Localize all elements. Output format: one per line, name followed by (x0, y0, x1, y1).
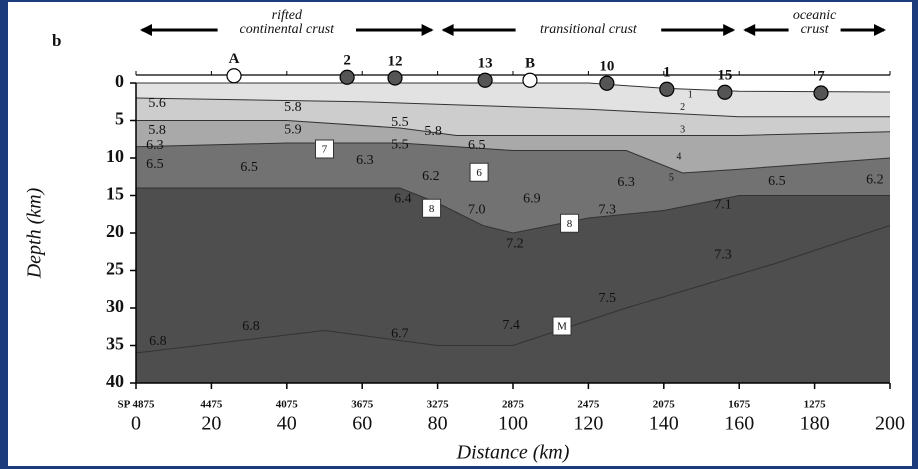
station-label: 12 (387, 53, 402, 69)
x-tick-label: 60 (352, 413, 372, 435)
velocity-label: 5.6 (148, 96, 166, 111)
shotpoint-label: 2075 (653, 399, 676, 411)
station-label: 1 (663, 65, 671, 81)
velocity-label: 6.7 (391, 326, 409, 341)
x-tick-label: 100 (498, 413, 528, 435)
station-label: A (229, 51, 240, 67)
station-label: 7 (817, 68, 825, 84)
velocity-label: 6.5 (768, 174, 786, 189)
x-tick-label: 0 (131, 413, 141, 435)
layer-number: 4 (676, 152, 681, 163)
velocity-label: 6.3 (617, 175, 635, 190)
layer-number: 1 (688, 89, 693, 100)
station (388, 71, 402, 85)
station-label: 2 (343, 53, 351, 69)
chart: b Distance (km) Depth (km) 0510152025303… (0, 0, 918, 469)
y-tick-label: 25 (106, 259, 124, 279)
velocity-label: 5.5 (391, 137, 409, 152)
velocity-label: 7.3 (714, 248, 732, 263)
velocity-label: 5.8 (148, 123, 166, 138)
velocity-label: 6.5 (146, 157, 164, 172)
y-tick-label: 5 (115, 109, 124, 129)
layer-box-label: 6 (476, 167, 482, 179)
shotpoint-label: SP 4875 (118, 399, 155, 411)
x-tick-label: 40 (277, 413, 297, 435)
shotpoint-label: 4075 (276, 399, 299, 411)
y-tick-label: 30 (106, 296, 124, 316)
station (340, 70, 354, 84)
zone-label: continental crust (240, 22, 336, 37)
velocity-label: 6.9 (523, 191, 541, 206)
station-label: 13 (478, 56, 493, 72)
layer-number: 3 (680, 125, 685, 136)
layer-box-label: M (557, 321, 567, 333)
velocity-label: 7.4 (502, 318, 520, 333)
station (478, 73, 492, 87)
velocity-label: 5.9 (284, 122, 302, 137)
velocity-label: 6.3 (356, 153, 374, 168)
station (600, 76, 614, 90)
velocity-label: 6.4 (394, 191, 412, 206)
velocity-label: 7.5 (599, 291, 617, 306)
velocity-label: 6.2 (866, 173, 884, 188)
station (227, 69, 241, 83)
velocity-label: 6.8 (149, 334, 167, 349)
zone-label: transitional crust (540, 22, 638, 37)
shotpoint-label: 2875 (502, 399, 525, 411)
layer-number: 5 (669, 173, 674, 184)
shotpoint-label: 1275 (804, 399, 827, 411)
x-tick-label: 180 (800, 413, 830, 435)
station (814, 86, 828, 100)
shotpoint-label: 3675 (351, 399, 374, 411)
zone-label: crust (801, 22, 830, 37)
zone-label: rifted (272, 8, 303, 23)
layer-box-label: 8 (567, 218, 573, 230)
velocity-label: 7.2 (506, 236, 524, 251)
shotpoint-label: 3275 (427, 399, 450, 411)
section-body (136, 83, 890, 383)
velocity-label: 6.2 (422, 169, 440, 184)
velocity-label: 7.3 (599, 203, 617, 218)
x-tick-label: 140 (649, 413, 679, 435)
station (523, 73, 537, 87)
velocity-label: 6.5 (240, 160, 258, 175)
x-tick-label: 200 (875, 413, 905, 435)
station (660, 82, 674, 96)
x-tick-label: 160 (724, 413, 754, 435)
station (718, 85, 732, 99)
velocity-label: 7.0 (468, 203, 486, 218)
station-label: 15 (717, 68, 732, 84)
x-tick-label: 120 (573, 413, 603, 435)
station-label: B (525, 56, 535, 72)
page: {"chart_data": { "type": "section", "pan… (0, 0, 918, 469)
velocity-label: 6.8 (242, 319, 260, 334)
layer-box-label: 8 (429, 203, 435, 215)
y-tick-label: 40 (106, 371, 124, 391)
shotpoint-label: 2475 (577, 399, 600, 411)
zone-label: oceanic (793, 8, 837, 23)
x-tick-label: 20 (201, 413, 221, 435)
x-tick-label: 80 (428, 413, 448, 435)
shotpoint-label: 1675 (728, 399, 751, 411)
velocity-label: 6.3 (146, 138, 164, 153)
y-tick-label: 35 (106, 334, 124, 354)
velocity-label: 5.5 (391, 115, 409, 130)
station-label: 10 (599, 59, 614, 75)
velocity-label: 7.1 (714, 197, 732, 212)
velocity-label: 6.5 (468, 138, 486, 153)
y-axis-label: Depth (km) (24, 187, 46, 279)
velocity-label: 5.8 (284, 100, 302, 115)
y-tick-label: 0 (115, 71, 124, 91)
y-tick-label: 15 (106, 184, 124, 204)
y-tick-label: 20 (106, 221, 124, 241)
layer-box-label: 7 (322, 144, 328, 156)
y-tick-label: 10 (106, 146, 124, 166)
panel-label: b (52, 31, 61, 50)
velocity-label: 5.8 (424, 124, 442, 139)
shotpoint-label: 4475 (200, 399, 223, 411)
x-axis-label: Distance (km) (456, 442, 570, 464)
layer-number: 2 (680, 102, 685, 113)
